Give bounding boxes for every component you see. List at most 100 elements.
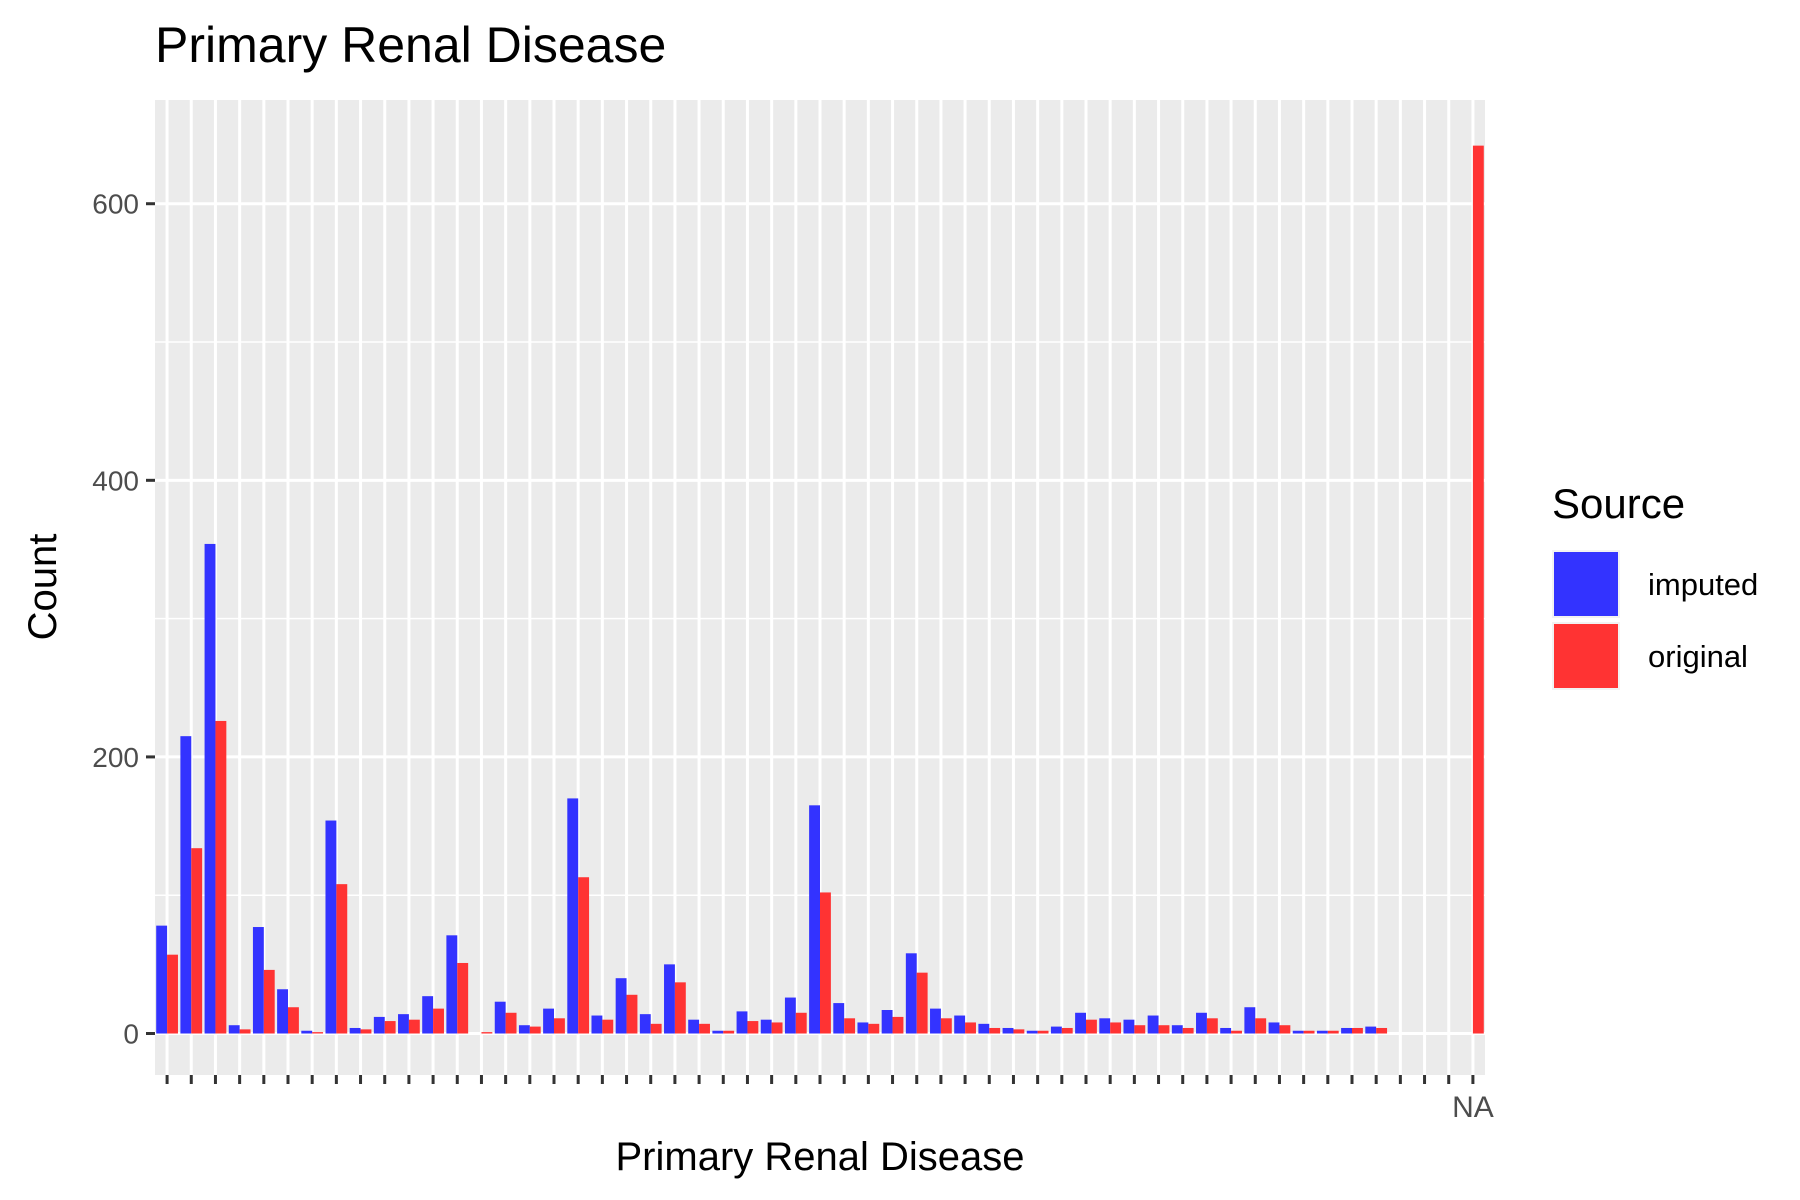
bar-imputed — [180, 736, 192, 1034]
bar-original — [989, 1027, 1001, 1034]
x-tick-label: NA — [1452, 1091, 1494, 1124]
bar-imputed — [1050, 1026, 1062, 1034]
bar-original — [868, 1023, 880, 1034]
bar-imputed — [1365, 1026, 1377, 1034]
bar-imputed — [518, 1025, 530, 1034]
x-axis: NA — [165, 1075, 1494, 1124]
bar-imputed — [978, 1023, 990, 1034]
bar-imputed — [1316, 1030, 1328, 1034]
bar-imputed — [1244, 1007, 1256, 1034]
bar-imputed — [833, 1003, 845, 1034]
bar-original — [965, 1022, 976, 1034]
y-tick-label: 400 — [92, 465, 139, 496]
bar-original — [844, 1018, 856, 1034]
bar-imputed — [252, 927, 264, 1034]
bar-original — [312, 1032, 324, 1034]
bar-original — [554, 1018, 565, 1034]
legend-key-original — [1554, 624, 1618, 688]
bar-imputed — [301, 1030, 313, 1034]
bar-imputed — [688, 1019, 700, 1034]
bar-imputed — [857, 1022, 869, 1034]
bar-imputed — [954, 1015, 966, 1034]
legend-label-original: original — [1648, 639, 1748, 674]
bar-original — [1086, 1019, 1097, 1034]
bar-original — [940, 1018, 952, 1034]
bar-imputed — [930, 1008, 941, 1034]
bar-original — [288, 1007, 299, 1034]
bar-original — [1279, 1025, 1291, 1034]
legend-title: Source — [1552, 480, 1685, 527]
bar-imputed — [156, 925, 168, 1034]
bar-imputed — [204, 543, 216, 1034]
bar-original — [795, 1012, 807, 1034]
bar-original — [215, 720, 227, 1034]
bar-original — [336, 884, 348, 1034]
bar-original — [1376, 1027, 1388, 1034]
bar-original — [771, 1022, 783, 1034]
bar-original — [505, 1012, 517, 1034]
bar-imputed — [373, 1016, 385, 1034]
bar-original — [650, 1023, 662, 1034]
bar-original — [820, 892, 831, 1034]
bar-imputed — [1002, 1027, 1014, 1034]
bar-imputed — [277, 989, 288, 1034]
bar-imputed — [881, 1010, 893, 1034]
bars — [156, 145, 1484, 1034]
bar-imputed — [905, 953, 917, 1034]
bar-original — [602, 1019, 614, 1034]
bar-original — [1206, 1018, 1218, 1034]
y-tick-label: 200 — [92, 742, 139, 773]
bar-original — [1352, 1027, 1363, 1034]
bar-original — [408, 1019, 420, 1034]
bar-imputed — [1171, 1025, 1183, 1034]
bar-imputed — [1147, 1015, 1159, 1034]
bar-imputed — [1075, 1012, 1086, 1034]
legend: Source imputed original — [1552, 480, 1758, 690]
legend-label-imputed: imputed — [1648, 567, 1758, 602]
bar-original — [1061, 1027, 1073, 1034]
bar-original — [674, 982, 686, 1034]
bar-imputed — [784, 997, 796, 1034]
bar-imputed — [736, 1011, 748, 1034]
bar-original — [1037, 1030, 1049, 1034]
bar-imputed — [664, 964, 675, 1034]
bar-original — [1013, 1029, 1025, 1034]
y-tick-label: 600 — [92, 189, 139, 220]
bar-original — [916, 972, 928, 1034]
bar-original — [167, 954, 178, 1034]
bar-original — [360, 1029, 372, 1034]
bar-original — [1231, 1030, 1242, 1034]
bar-imputed — [1268, 1022, 1280, 1034]
bar-imputed — [422, 996, 434, 1034]
bar-original — [1327, 1030, 1339, 1034]
bar-imputed — [543, 1008, 554, 1034]
y-tick-label: 0 — [123, 1019, 139, 1050]
bar-original — [1255, 1018, 1267, 1034]
bar-imputed — [809, 805, 820, 1034]
bar-original — [1182, 1027, 1194, 1034]
bar-imputed — [349, 1027, 361, 1034]
bar-imputed — [494, 1001, 506, 1034]
y-axis-title: Count — [21, 534, 65, 641]
bar-imputed — [1220, 1027, 1232, 1034]
bar-imputed — [1196, 1012, 1207, 1034]
bar-original — [747, 1021, 759, 1034]
bar-original — [626, 994, 638, 1034]
bar-imputed — [228, 1025, 240, 1034]
bar-original — [191, 848, 203, 1034]
bar-imputed — [639, 1014, 651, 1034]
bar-original — [1158, 1025, 1170, 1034]
bar-imputed — [325, 820, 337, 1034]
bar-original — [263, 969, 275, 1034]
bar-imputed — [760, 1019, 772, 1034]
bar-original — [481, 1032, 493, 1034]
bar-imputed — [446, 935, 458, 1034]
bar-original — [457, 962, 469, 1034]
bar-imputed — [591, 1015, 603, 1034]
bar-original — [1303, 1030, 1315, 1034]
bar-original — [433, 1008, 444, 1034]
bar-imputed — [398, 1014, 409, 1034]
chart-title: Primary Renal Disease — [155, 17, 666, 73]
bar-original — [1110, 1022, 1122, 1034]
bar-original — [529, 1026, 541, 1034]
